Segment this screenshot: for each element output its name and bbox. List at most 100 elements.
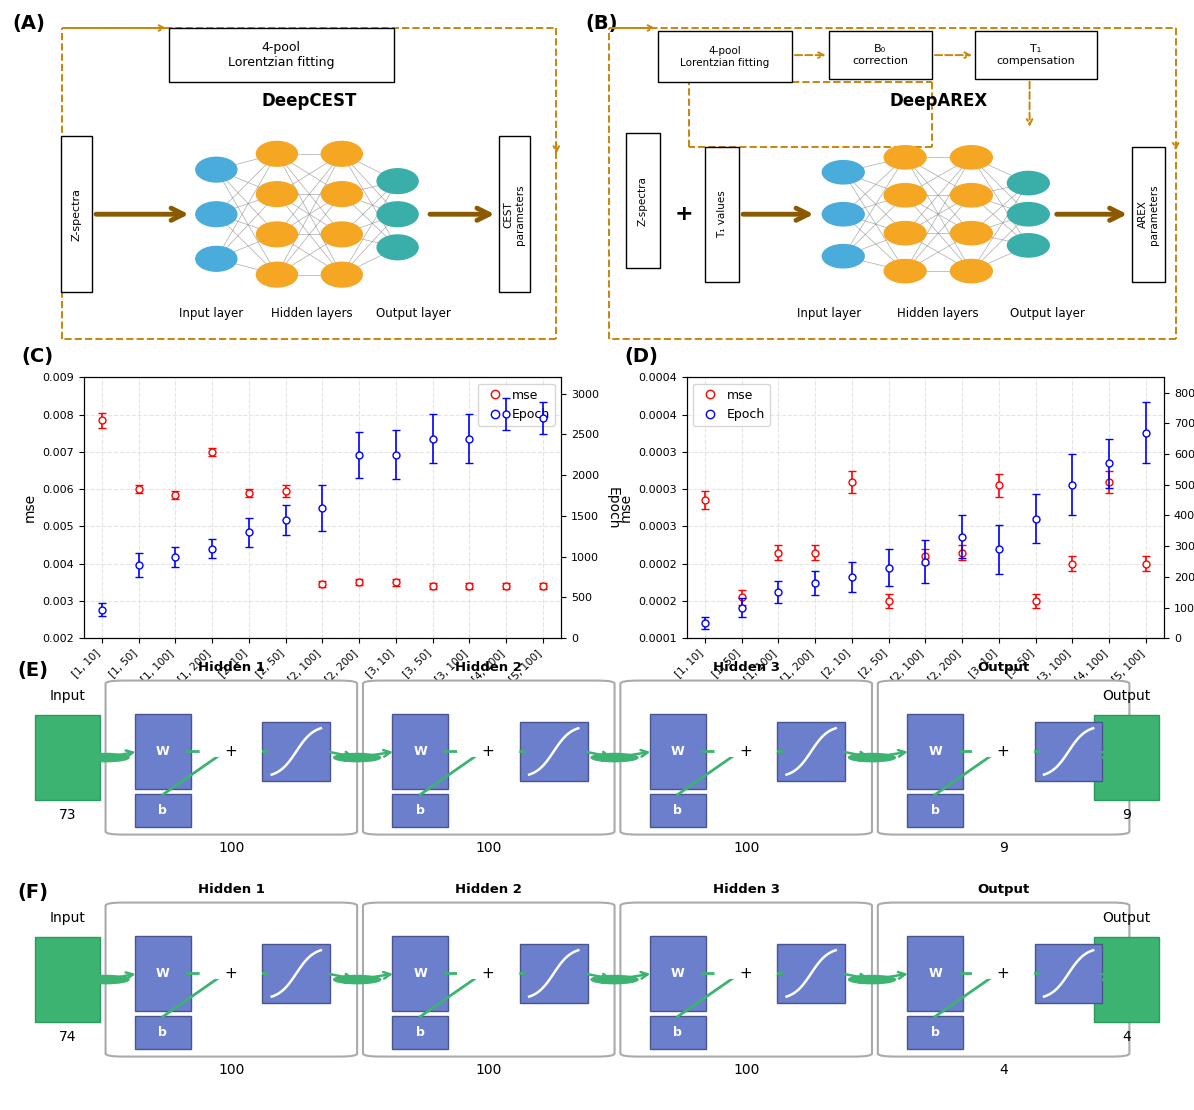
- Circle shape: [973, 968, 1034, 979]
- Circle shape: [973, 746, 1034, 757]
- Text: 100: 100: [219, 1063, 245, 1077]
- Circle shape: [950, 183, 992, 206]
- FancyBboxPatch shape: [1094, 938, 1158, 1021]
- Text: Z-spectra: Z-spectra: [72, 188, 81, 241]
- Text: Input: Input: [50, 911, 86, 925]
- Circle shape: [885, 260, 927, 283]
- Circle shape: [823, 203, 864, 225]
- Circle shape: [457, 968, 518, 979]
- FancyBboxPatch shape: [777, 944, 845, 1003]
- Text: +: +: [224, 744, 238, 759]
- Circle shape: [377, 169, 418, 193]
- Text: 4-pool
Lorentzian fitting: 4-pool Lorentzian fitting: [681, 46, 770, 68]
- Text: W: W: [928, 745, 942, 758]
- FancyBboxPatch shape: [392, 1016, 449, 1049]
- FancyBboxPatch shape: [878, 680, 1130, 835]
- Circle shape: [849, 754, 896, 761]
- Text: Hidden 3: Hidden 3: [713, 884, 780, 897]
- Text: Output: Output: [978, 884, 1029, 897]
- Circle shape: [82, 754, 129, 761]
- Text: +: +: [739, 966, 752, 981]
- Text: b: b: [931, 804, 940, 817]
- Text: Hidden layers: Hidden layers: [271, 307, 353, 321]
- Y-axis label: mse: mse: [618, 493, 633, 523]
- Circle shape: [591, 754, 638, 761]
- Text: +: +: [224, 966, 238, 981]
- Circle shape: [715, 746, 776, 757]
- FancyBboxPatch shape: [135, 1016, 191, 1049]
- Circle shape: [1102, 754, 1150, 761]
- Circle shape: [321, 182, 362, 206]
- Text: DeepAREX: DeepAREX: [890, 92, 987, 110]
- Text: Output: Output: [1102, 911, 1151, 925]
- FancyBboxPatch shape: [36, 716, 99, 799]
- FancyBboxPatch shape: [170, 28, 394, 82]
- Bar: [1132, 147, 1165, 282]
- Bar: [626, 133, 659, 269]
- Bar: [61, 137, 92, 292]
- Text: 100: 100: [219, 841, 245, 855]
- Text: +: +: [997, 744, 1009, 759]
- Text: B₀
correction: B₀ correction: [853, 44, 909, 65]
- Text: b: b: [159, 804, 167, 817]
- Text: (F): (F): [18, 884, 49, 902]
- FancyBboxPatch shape: [777, 722, 845, 781]
- Y-axis label: mse: mse: [23, 493, 37, 523]
- Text: 4-pool
Lorentzian fitting: 4-pool Lorentzian fitting: [228, 41, 334, 69]
- Text: 100: 100: [475, 841, 501, 855]
- Text: AREX
parameters: AREX parameters: [1138, 184, 1159, 244]
- FancyBboxPatch shape: [658, 31, 792, 82]
- FancyBboxPatch shape: [621, 902, 872, 1057]
- Text: Output layer: Output layer: [376, 307, 450, 321]
- FancyBboxPatch shape: [392, 794, 449, 827]
- Text: +: +: [739, 744, 752, 759]
- Circle shape: [257, 141, 297, 166]
- Circle shape: [257, 222, 297, 246]
- Circle shape: [457, 746, 518, 757]
- Text: 73: 73: [59, 808, 76, 823]
- Text: (B): (B): [585, 14, 617, 33]
- Circle shape: [885, 183, 927, 206]
- Text: W: W: [928, 967, 942, 980]
- Text: DeepCEST: DeepCEST: [261, 92, 357, 110]
- Circle shape: [196, 158, 236, 182]
- Text: +: +: [482, 744, 494, 759]
- Text: b: b: [673, 1026, 682, 1039]
- FancyBboxPatch shape: [105, 902, 357, 1057]
- Text: (E): (E): [18, 662, 49, 680]
- Circle shape: [1008, 234, 1050, 258]
- Circle shape: [201, 746, 261, 757]
- FancyBboxPatch shape: [363, 902, 615, 1057]
- Text: Output: Output: [1102, 689, 1151, 703]
- FancyBboxPatch shape: [36, 938, 99, 1021]
- FancyBboxPatch shape: [392, 936, 449, 1011]
- Text: Output layer: Output layer: [1010, 307, 1085, 321]
- Circle shape: [257, 262, 297, 287]
- Circle shape: [823, 244, 864, 268]
- Text: 9: 9: [1122, 808, 1131, 823]
- Text: Input: Input: [50, 689, 86, 703]
- FancyBboxPatch shape: [1035, 722, 1102, 781]
- Text: Hidden 2: Hidden 2: [455, 884, 522, 897]
- Text: (D): (D): [624, 346, 658, 366]
- Text: Hidden layers: Hidden layers: [898, 307, 979, 321]
- FancyBboxPatch shape: [263, 944, 331, 1003]
- Legend: mse, Epoch: mse, Epoch: [693, 384, 770, 426]
- Circle shape: [715, 968, 776, 979]
- Circle shape: [1008, 203, 1050, 225]
- FancyBboxPatch shape: [907, 794, 964, 827]
- FancyBboxPatch shape: [621, 680, 872, 835]
- Text: Input layer: Input layer: [796, 307, 861, 321]
- Text: T₁ values: T₁ values: [718, 190, 727, 239]
- Text: W: W: [156, 967, 170, 980]
- Text: W: W: [413, 745, 427, 758]
- Circle shape: [333, 754, 381, 761]
- FancyBboxPatch shape: [392, 714, 449, 789]
- Circle shape: [1102, 976, 1150, 983]
- FancyBboxPatch shape: [519, 944, 587, 1003]
- Bar: [499, 137, 530, 292]
- Text: T₁
compensation: T₁ compensation: [996, 44, 1075, 65]
- FancyBboxPatch shape: [263, 722, 331, 781]
- Circle shape: [201, 968, 261, 979]
- Circle shape: [591, 976, 638, 983]
